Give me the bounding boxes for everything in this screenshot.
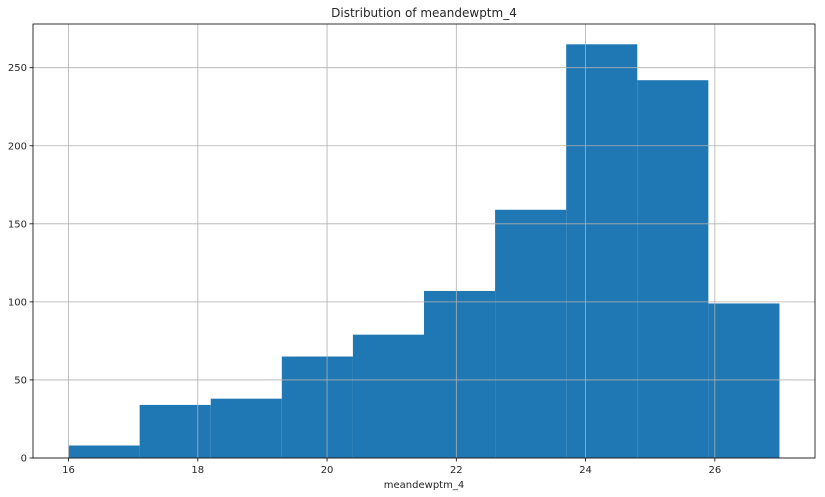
y-tick-label: 200 <box>8 141 27 152</box>
plot-area-frame <box>32 23 816 459</box>
histogram-bar <box>637 80 709 458</box>
histogram-bars <box>68 44 780 459</box>
histogram-bar <box>139 404 211 458</box>
x-tick-label: 16 <box>62 465 75 476</box>
y-tick-label: 150 <box>8 219 27 230</box>
y-tick-label: 100 <box>8 297 27 308</box>
axis-ticks: 16 18 20 22 24 26 0 50 100 150 200 250 <box>8 63 721 476</box>
x-tick-label: 18 <box>191 465 204 476</box>
y-tick-label: 250 <box>8 63 27 74</box>
histogram-bar <box>281 356 353 458</box>
x-axis-label: meandewptm_4 <box>384 480 464 491</box>
histogram-bar <box>68 445 140 458</box>
y-tick-label: 0 <box>21 454 27 465</box>
histogram-bar <box>495 209 567 458</box>
x-tick-label: 20 <box>321 465 334 476</box>
chart-title: Distribution of meandewptm_4 <box>331 6 517 20</box>
histogram-bar <box>424 290 496 458</box>
x-tick-label: 22 <box>450 465 463 476</box>
histogram-bar <box>708 303 780 458</box>
x-tick-label: 26 <box>708 465 721 476</box>
histogram-bar <box>566 44 638 459</box>
histogram-bar <box>352 334 424 458</box>
y-tick-label: 50 <box>14 375 27 386</box>
x-tick-label: 24 <box>579 465 592 476</box>
histogram-bar <box>210 398 282 458</box>
